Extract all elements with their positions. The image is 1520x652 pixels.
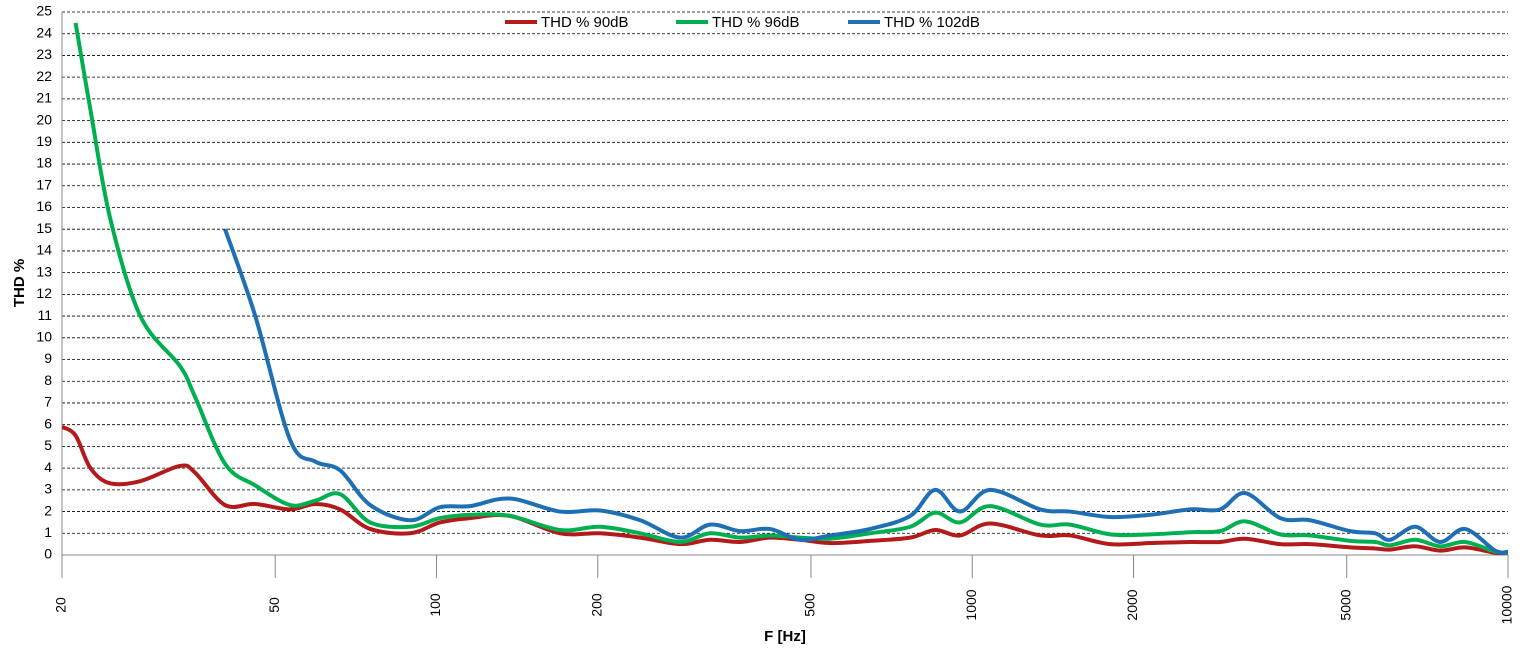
- legend-label: THD % 96dB: [712, 14, 800, 31]
- x-tick-label: 5000: [1337, 589, 1353, 620]
- y-tick-label: 16: [36, 198, 52, 214]
- plot-area: [62, 22, 1509, 556]
- y-tick-label: 7: [44, 394, 52, 410]
- x-tick-label: 200: [588, 593, 604, 617]
- y-axis-label: THD %: [11, 259, 28, 307]
- data-line: [73, 22, 1509, 555]
- y-tick-label: 11: [37, 307, 52, 323]
- y-tick-label: 25: [36, 3, 52, 19]
- legend-label: THD % 90dB: [541, 14, 629, 31]
- y-tick-label: 20: [36, 111, 52, 127]
- legend-label: THD % 102dB: [884, 14, 980, 31]
- y-tick-label: 23: [36, 46, 52, 62]
- data-line: [223, 228, 1509, 555]
- y-tick-label: 22: [36, 68, 52, 84]
- y-tick-label: 9: [44, 350, 52, 366]
- x-tick-label: 10000: [1499, 585, 1515, 624]
- y-tick-label: 5: [44, 437, 52, 453]
- y-tick-label: 12: [36, 285, 52, 301]
- y-tick-label: 1: [44, 524, 52, 540]
- x-tick-label: 50: [266, 597, 282, 613]
- y-tick-label: 24: [36, 24, 52, 40]
- y-tick-label: 10: [36, 329, 52, 345]
- x-tick-label: 100: [427, 593, 443, 617]
- y-tick-label: 0: [44, 546, 52, 562]
- y-tick-label: 18: [36, 155, 52, 171]
- y-tick-label: 2: [44, 502, 52, 518]
- y-tick-label: 3: [44, 481, 52, 497]
- y-tick-label: 17: [36, 176, 52, 192]
- x-tick-label: 2000: [1124, 589, 1140, 620]
- y-tick-label: 14: [36, 242, 52, 258]
- y-tick-label: 21: [36, 90, 52, 106]
- y-tick-label: 13: [36, 263, 52, 279]
- x-tick-label: 20: [53, 597, 69, 613]
- y-tick-label: 4: [44, 459, 52, 475]
- y-tick-label: 15: [36, 220, 52, 236]
- x-tick-label: 1000: [963, 589, 979, 620]
- y-tick-label: 19: [36, 133, 52, 149]
- y-tick-label: 8: [44, 372, 52, 388]
- x-tick-label: 500: [802, 593, 818, 617]
- y-tick-label: 6: [44, 415, 52, 431]
- x-axis-label: F [Hz]: [764, 628, 806, 645]
